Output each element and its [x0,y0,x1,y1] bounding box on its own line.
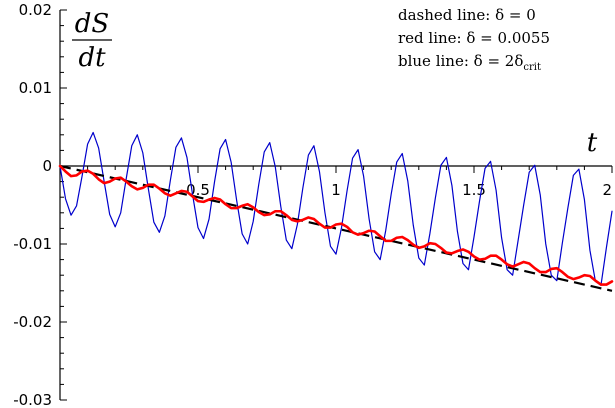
series-blue-line [59,131,613,286]
legend-entry-red: red line: δ = 0.0055 [398,29,550,47]
y-tick-label: -0.02 [13,313,52,331]
legend-entry-blue-main: blue line: δ = 2δ [398,52,523,70]
legend: dashed line: δ = 0 red line: δ = 0.0055 … [398,6,550,73]
x-axis-label: t [587,128,598,158]
y-tick-label: 0 [42,157,52,175]
x-tick-label: 2 [602,181,612,199]
y-tick-label: -0.03 [13,391,52,408]
series-group [58,131,614,292]
y-tick-label: -0.01 [13,235,52,253]
legend-entry-blue-subscript: crit [523,62,541,73]
x-tick-label: 1.5 [462,181,486,199]
y-tick-label: 0.01 [19,79,52,97]
legend-entry-blue: blue line: δ = 2δcrit [398,52,541,73]
series-dashed-line [59,164,613,292]
tick-labels: 0.020.010-0.01-0.02-0.030.5 1 1.5 2 [13,1,612,408]
y-tick-label: 0.02 [19,1,52,19]
y-axis-label-denominator: dt [78,43,106,73]
legend-entry-dashed: dashed line: δ = 0 [398,6,536,24]
series-red-line [58,164,614,286]
x-tick-label: 1 [331,181,341,199]
y-axis-label: dS dt [72,9,112,73]
y-axis-label-numerator: dS [75,9,109,39]
